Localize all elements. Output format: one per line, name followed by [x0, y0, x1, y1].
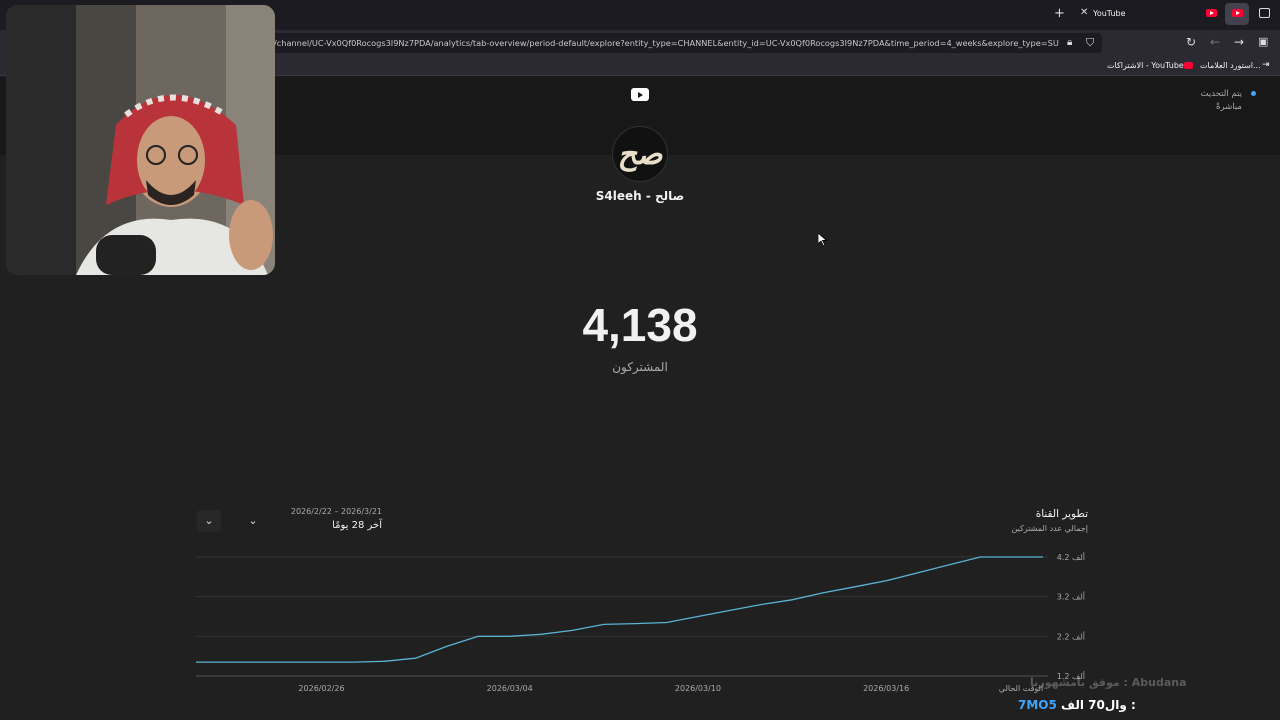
youtube-logo-icon[interactable] [631, 88, 649, 101]
x-tick-label: 2026/03/16 [863, 684, 909, 693]
channel-avatar[interactable]: صح [612, 126, 668, 182]
x-tick-label: الوقت الحالي [999, 684, 1043, 693]
subscriber-growth-chart: 4.2 ألف 3.2 ألف 2.2 ألف 1.2 ألف 2026/02/26 2… [196, 552, 1085, 693]
chart-subtitle: إجمالي عدد المشتركين [1011, 524, 1088, 533]
bookmarks-bar [0, 56, 1280, 76]
subscriber-label: المشتركون [612, 360, 668, 374]
sidebar-icon[interactable]: ▣ [1258, 35, 1269, 48]
y-tick-label: 1.2 ألف [1057, 671, 1085, 681]
youtube-bookmark-icon [1184, 62, 1193, 69]
subscriber-count: 4,138 [582, 299, 698, 351]
date-range: 2026/2/22 – 2026/3/21 [290, 507, 382, 516]
import-icon: ⇥ [1262, 60, 1270, 70]
channel-name: S4leeh - صالح [595, 189, 685, 203]
youtube-active-tab-icon[interactable] [1232, 9, 1243, 17]
tab-close-icon[interactable]: ✕ [1080, 7, 1089, 18]
chat-overlay-prefix: وال70 الف : [1061, 698, 1136, 712]
chat-overlay-handle: 7MO5 [1018, 698, 1057, 712]
reload-icon[interactable]: ↻ [1186, 35, 1197, 49]
series-line [196, 556, 1043, 663]
back-icon[interactable]: ← [1210, 35, 1221, 49]
lock-icon[interactable]: 🔒︎ [1067, 37, 1073, 48]
more-options-chevron-icon[interactable]: ⌄ [197, 510, 221, 532]
y-tick-label: 2.2 ألف [1057, 631, 1085, 641]
live-update-text: يتم التحديث مباشرةً [1200, 89, 1242, 112]
y-tick-label: 3.2 ألف [1057, 592, 1085, 602]
chat-overlay: 7MO5 وال70 الف : [1018, 698, 1136, 712]
period-dropdown-chevron-icon[interactable]: ⌄ [248, 514, 258, 527]
channel-logo-mark: صح [617, 136, 663, 172]
x-tick-label: 2026/03/10 [675, 684, 721, 693]
youtube-pinned-tab-icon[interactable] [1206, 9, 1217, 17]
y-tick-label: 4.2 ألف [1057, 552, 1085, 562]
chat-overlay-faint: موفق بامشهورنا : Abudana [1030, 676, 1187, 689]
new-tab-button[interactable]: + [1054, 6, 1065, 21]
webcam-overlay [6, 5, 275, 275]
tab-list-icon[interactable] [1259, 8, 1270, 18]
live-indicator-icon [1251, 91, 1256, 96]
x-tick-label: 2026/02/26 [298, 684, 344, 693]
shield-icon[interactable]: ⛉ [1086, 36, 1095, 49]
period-label[interactable]: آخر 28 يومًا [332, 520, 382, 531]
bookmark-subscriptions[interactable]: الاشتراكات - YouTube [1107, 61, 1184, 70]
chart-title: تطوير القناة [1035, 508, 1088, 520]
mouse-cursor-icon [818, 233, 828, 247]
bookmark-import[interactable]: استورد العلامات... [1200, 61, 1261, 70]
url-field[interactable]: /channel/UC-Vx0Qf0Rocogs3I9Nz7PDA/analyt… [270, 33, 1102, 53]
forward-icon[interactable]: → [1234, 35, 1245, 49]
tab-title[interactable]: YouTube [1093, 9, 1126, 18]
x-tick-label: 2026/03/04 [487, 684, 533, 693]
